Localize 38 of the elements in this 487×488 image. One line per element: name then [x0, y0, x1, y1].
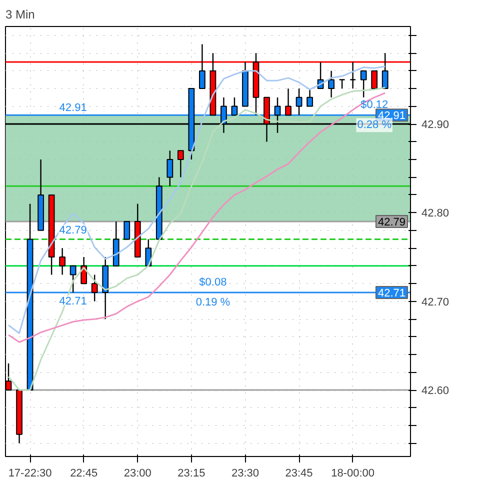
annotation: 0.28 %	[357, 119, 392, 132]
candlestick	[360, 70, 367, 98]
annotation: 0.19 %	[196, 296, 230, 308]
ref-line-label: 42.71	[378, 287, 406, 300]
x-tick-label: 23:30	[231, 468, 259, 480]
y-tick-label: 42.90	[422, 119, 450, 132]
x-tick-label: 23:45	[285, 468, 313, 480]
candlestick	[371, 70, 378, 90]
annotation: $0.08	[199, 276, 227, 288]
candlestick	[306, 88, 313, 107]
candlestick	[231, 96, 238, 116]
y-tick-label: 42.60	[422, 385, 450, 398]
ref-line-label: 42.79	[378, 216, 406, 229]
annotation: 42.91	[59, 102, 87, 114]
annotation: $0.12	[360, 99, 388, 112]
x-tick-label: 18-00:00	[331, 468, 375, 480]
candlestick	[350, 61, 356, 90]
annotation: 42.71	[59, 295, 87, 308]
candlestick	[91, 274, 98, 302]
candlestick	[328, 70, 334, 98]
annotation: 42.79	[59, 224, 87, 237]
candlestick	[199, 44, 206, 90]
x-tick-label: 22:45	[70, 468, 98, 480]
candlestick	[296, 88, 302, 116]
candlestick	[124, 221, 130, 240]
candlestick	[382, 52, 388, 90]
x-tick-label: 23:15	[178, 468, 206, 480]
candlestick	[285, 88, 292, 116]
y-tick-label: 42.70	[422, 296, 450, 308]
x-tick-label: 23:00	[124, 468, 152, 480]
candlestick	[145, 238, 152, 266]
x-tick-label: 17-22:30	[8, 468, 52, 480]
candlestick	[59, 248, 66, 276]
chart-title: 3 Min	[6, 8, 35, 22]
y-tick-label: 42.80	[422, 208, 450, 220]
candlestick	[166, 150, 174, 187]
candlestick	[177, 150, 184, 178]
candlestick	[70, 265, 76, 294]
